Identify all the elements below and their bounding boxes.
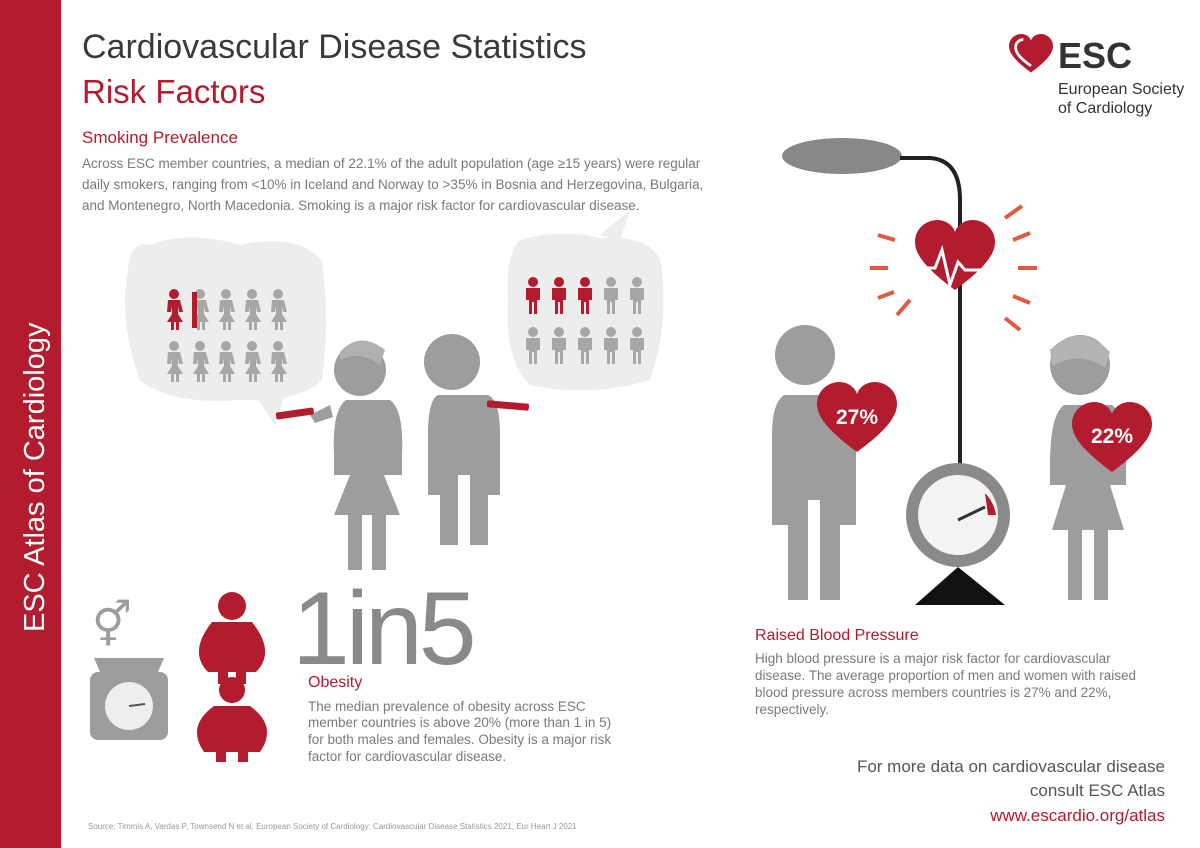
smoking-people-part xyxy=(310,405,333,423)
obesity-icons-part xyxy=(219,677,245,703)
paragraph-line: Across ESC member countries, a median of… xyxy=(82,156,701,171)
paragraph-line: respectively. xyxy=(755,702,829,717)
obesity-headline: 1in5 xyxy=(292,571,473,687)
blood-pressure-illustration-part-part xyxy=(1012,231,1031,242)
sidebar xyxy=(0,0,61,848)
sidebar-text: ESC Atlas of Cardiology xyxy=(19,322,51,632)
obesity-icons-part xyxy=(94,658,164,672)
blood-pressure-illustration-part xyxy=(920,244,990,291)
logo-heart-part xyxy=(1014,38,1032,68)
logo-heart xyxy=(1009,34,1053,73)
title: Cardiovascular Disease Statistics xyxy=(82,28,587,66)
blood-pressure-illustration xyxy=(768,138,1152,605)
smoking-people-part xyxy=(424,334,480,390)
obesity-icons-part xyxy=(218,592,246,620)
blood-pressure-illustration-part-part xyxy=(895,298,912,317)
smokers-women-part xyxy=(192,292,197,328)
footer-url: www.escardio.org/atlas xyxy=(989,806,1165,825)
paragraph-line: blood pressure across members countries … xyxy=(755,685,1111,700)
blood-pressure-illustration-part xyxy=(768,395,857,600)
logo-heart-part xyxy=(1009,34,1053,73)
blood-pressure-illustration-part-part xyxy=(877,233,896,242)
obesity-icons-part xyxy=(198,622,266,684)
paragraph-line: and Montenegro, North Macedonia. Smoking… xyxy=(82,198,640,213)
blood-pressure-illustration-part xyxy=(915,220,995,290)
blood-pressure-illustration-part xyxy=(782,138,902,174)
paragraph-line: factor for cardiovascular disease. xyxy=(308,749,506,764)
speech-bubble-part xyxy=(255,395,285,425)
paragraph-line: disease. The average proportion of men a… xyxy=(755,668,1136,683)
smoking-people-part xyxy=(340,340,385,365)
footer-line: consult ESC Atlas xyxy=(1030,781,1165,800)
smoking-people-part xyxy=(418,395,500,545)
blood-pressure-illustration-part xyxy=(985,493,996,515)
blood-pressure-illustration-part-part xyxy=(1003,204,1024,220)
section-title: Obesity xyxy=(308,674,362,691)
blood-pressure-illustration-part xyxy=(918,475,998,555)
logo-acronym: ESC xyxy=(1058,35,1132,76)
paragraph-line: for both males and females. Obesity is a… xyxy=(308,732,611,747)
smoking-people-part xyxy=(486,400,530,411)
blood-pressure-illustration-part-part xyxy=(1003,316,1022,332)
speech-bubble xyxy=(124,237,326,425)
obesity-icons-part: ⚥ xyxy=(92,599,132,650)
smoking-people xyxy=(275,334,530,570)
paragraph-line: daily smokers, ranging from <10% in Icel… xyxy=(82,177,703,192)
stat-label: 27% xyxy=(836,406,878,429)
smoking-people-part xyxy=(275,407,314,420)
blood-pressure-illustration-part xyxy=(915,567,1005,605)
footer-line: For more data on cardiovascular disease xyxy=(857,757,1165,776)
subtitle: Risk Factors xyxy=(82,73,265,110)
blood-pressure-illustration-part-part xyxy=(877,290,895,300)
source: Source: Timmis A, Vardas P, Townsend N e… xyxy=(88,822,577,831)
paragraph-line: member countries is above 20% (more than… xyxy=(308,715,611,730)
obesity-icons-part xyxy=(196,706,268,762)
speech-bubble xyxy=(507,210,664,391)
smokers-women xyxy=(167,289,287,382)
logo-name: of Cardiology xyxy=(1058,100,1152,117)
blood-pressure-illustration-part xyxy=(900,156,962,480)
speech-bubble-part xyxy=(600,210,630,240)
logo-name: European Society xyxy=(1058,81,1184,98)
smoking-people-part xyxy=(328,400,403,570)
section-title: Raised Blood Pressure xyxy=(755,627,919,644)
stat-label: 22% xyxy=(1091,425,1133,448)
blood-pressure-illustration-part-part xyxy=(1012,294,1031,305)
obesity-icons-part xyxy=(128,703,146,707)
blood-pressure-illustration-part xyxy=(957,505,986,522)
speech-bubble-part xyxy=(507,233,664,391)
paragraph-line: High blood pressure is a major risk fact… xyxy=(755,651,1111,666)
blood-pressure-illustration-part xyxy=(1050,335,1110,368)
paragraph-line: The median prevalence of obesity across … xyxy=(308,699,586,714)
obesity-icons: ⚥ xyxy=(90,592,268,762)
blood-pressure-illustration-part xyxy=(775,325,835,385)
section-title: Smoking Prevalence xyxy=(82,128,238,147)
blood-pressure-illustration-part xyxy=(870,204,1037,332)
